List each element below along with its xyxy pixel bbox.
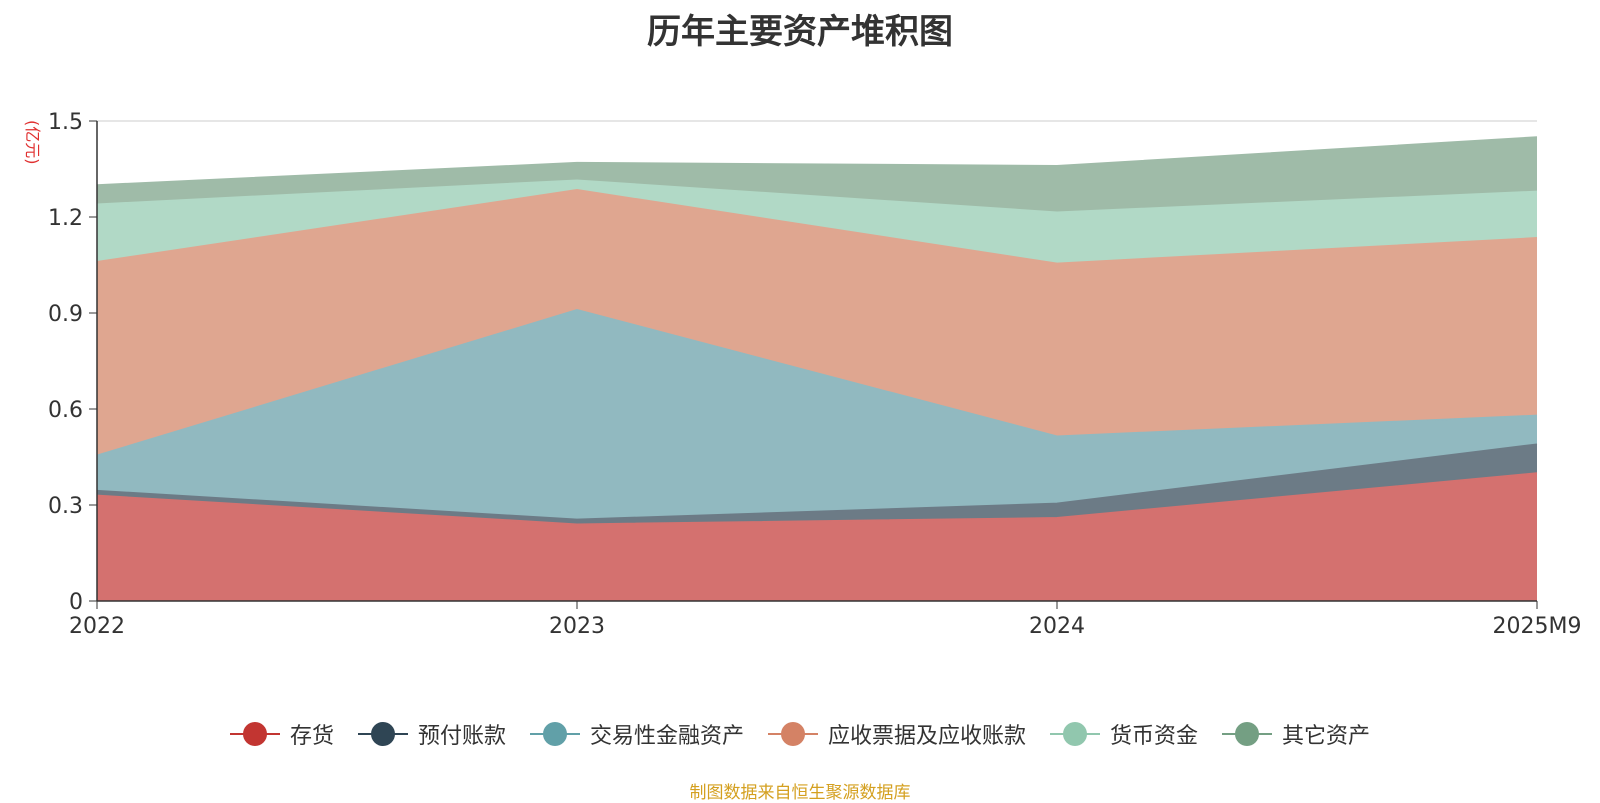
y-tick-label: 1.5 xyxy=(48,110,83,135)
legend-item-0[interactable]: 存货 xyxy=(229,718,334,750)
legend-marker-icon xyxy=(229,721,280,747)
data-source-note: 制图数据来自恒生聚源数据库 xyxy=(689,783,911,803)
y-tick-label: 0.3 xyxy=(48,494,83,519)
line-series-5 xyxy=(96,136,1538,186)
chart-legend: 存货 预付账款 交易性金融资产 应收票据及应收账款 货币资金 其它资产 xyxy=(0,718,1600,750)
line-series-2 xyxy=(96,309,1538,457)
line-series-1 xyxy=(96,443,1538,521)
legend-item-3[interactable]: 应收票据及应收账款 xyxy=(768,718,1026,750)
y-tick-label: 0.9 xyxy=(48,302,83,327)
legend-item-5[interactable]: 其它资产 xyxy=(1222,718,1370,750)
y-tick-label: 1.2 xyxy=(48,206,83,231)
x-tick-label: 2023 xyxy=(549,614,605,639)
area-series-0 xyxy=(97,473,1537,601)
legend-label: 货币资金 xyxy=(1110,724,1199,749)
legend-marker-icon xyxy=(768,721,818,747)
legend-marker-icon xyxy=(1050,721,1101,747)
legend-label: 存货 xyxy=(289,724,334,749)
area-series-1 xyxy=(97,444,1537,525)
x-tick-label: 2024 xyxy=(1029,614,1085,639)
x-tick-label: 2025M9 xyxy=(1493,614,1582,639)
area-series-4 xyxy=(97,180,1537,264)
legend-label: 预付账款 xyxy=(417,724,506,749)
legend-label: 其它资产 xyxy=(1282,724,1371,749)
x-tick-label: 2022 xyxy=(69,614,125,639)
line-series-4 xyxy=(96,179,1538,213)
chart-title: 历年主要资产堆积图 xyxy=(647,12,953,52)
y-tick-label: 0 xyxy=(69,590,83,615)
legend-label: 应收票据及应收账款 xyxy=(828,724,1027,749)
line-series-3 xyxy=(96,189,1538,265)
line-series-0 xyxy=(96,472,1538,525)
area-series-2 xyxy=(97,309,1537,520)
area-series-5 xyxy=(97,137,1537,213)
area-series-3 xyxy=(97,189,1537,456)
legend-item-4[interactable]: 货币资金 xyxy=(1050,718,1198,750)
y-tick-label: 0.6 xyxy=(48,398,83,423)
legend-item-1[interactable]: 预付账款 xyxy=(357,718,506,750)
legend-item-2[interactable]: 交易性金融资产 xyxy=(529,718,744,750)
legend-marker-icon xyxy=(357,721,408,747)
legend-label: 交易性金融资产 xyxy=(589,724,744,749)
legend-marker-icon xyxy=(529,721,580,747)
legend-marker-icon xyxy=(1222,721,1273,747)
